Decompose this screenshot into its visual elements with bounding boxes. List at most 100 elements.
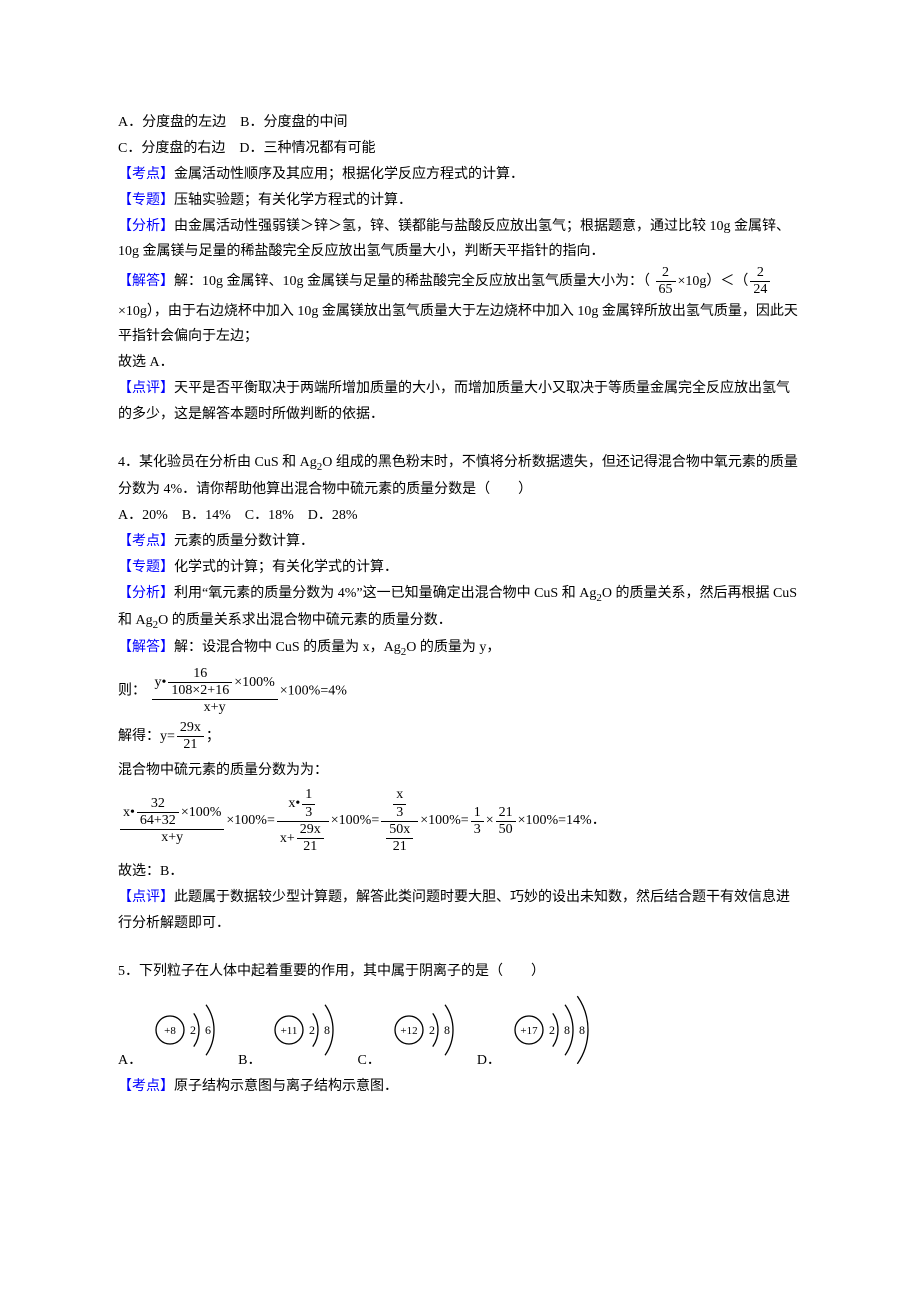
frac-den: 50x21	[381, 822, 418, 855]
option-label: A．	[118, 1048, 142, 1074]
eq-part: ×100%	[181, 805, 222, 820]
q5-kaodian: 【考点】原子结构示意图与离子结构示意图．	[118, 1074, 802, 1100]
q5-stem: 5．下列粒子在人体中起着重要的作用，其中属于阴离子的是（ ）	[118, 959, 802, 985]
frac-num: 29x	[177, 720, 204, 737]
frac-num: x•13	[277, 787, 329, 821]
svg-text:+12: +12	[400, 1025, 417, 1037]
jieda-text: O 的质量为 y，	[406, 640, 500, 655]
svg-text:6: 6	[205, 1023, 211, 1037]
eq-tail: ×100%=14%．	[518, 813, 606, 828]
frac-den: 3	[302, 805, 315, 821]
q4-fenxi: 【分析】利用“氧元素的质量分数为 4%”这一已知量确定出混合物中 CuS 和 A…	[118, 581, 802, 635]
svg-text:2: 2	[549, 1023, 555, 1037]
dianping-label: 【点评】	[118, 890, 174, 905]
fenxi-text: 由金属活动性强弱镁＞锌＞氢，锌、镁都能与盐酸反应放出氢气；根据题意，通过比较 1…	[118, 219, 790, 260]
frac-den: x+29x21	[277, 822, 329, 855]
eq-part: ×100%	[226, 813, 267, 828]
fraction-outer: x•13 x+29x21	[277, 787, 329, 854]
svg-text:+17: +17	[520, 1025, 538, 1037]
jieda-label: 【解答】	[118, 274, 174, 289]
q3-kaodian: 【考点】金属活动性顺序及其应用；根据化学反应方程式的计算．	[118, 162, 802, 188]
frac-num: 50x	[386, 822, 413, 839]
atom-diagram-icon: +1228	[385, 992, 471, 1074]
frac-num: 21	[496, 805, 516, 822]
atom-diagram-option: C．+1228	[357, 1053, 470, 1068]
zhuanti-text: 压轴实验题；有关化学方程式的计算．	[174, 193, 412, 208]
q4-jieda-lead: 【解答】解：设混合物中 CuS 的质量为 x，Ag2O 的质量为 y，	[118, 635, 802, 662]
frac-den: 50	[496, 822, 516, 838]
q3-conclusion: 故选 A．	[118, 350, 802, 376]
kaodian-text: 原子结构示意图与离子结构示意图．	[174, 1079, 398, 1094]
eq-part: x+	[280, 830, 295, 845]
dianping-text: 天平是否平衡取决于两端所增加质量的大小，而增加质量大小又取决于等质量金属完全反应…	[118, 381, 790, 422]
frac-den: 65	[656, 282, 676, 298]
fraction: 13	[471, 805, 484, 838]
svg-text:8: 8	[564, 1023, 570, 1037]
frac-den: x+y	[120, 830, 224, 846]
svg-text:2: 2	[429, 1023, 435, 1037]
kaodian-label: 【考点】	[118, 1079, 174, 1094]
atom-diagram-icon: +17288	[505, 992, 606, 1074]
q3-dianping: 【点评】天平是否平衡取决于两端所增加质量的大小，而增加质量大小又取决于等质量金属…	[118, 376, 802, 428]
fraction: 29x21	[177, 720, 204, 753]
svg-text:2: 2	[190, 1023, 196, 1037]
fraction-outer: x•3264+32×100% x+y	[120, 796, 224, 846]
frac-den: 21	[386, 839, 413, 855]
q3-option-line-1: A．分度盘的左边 B．分度盘的中间	[118, 110, 802, 136]
stem-part: 4．某化验员在分析由 CuS 和 Ag	[118, 455, 317, 470]
eq-part: ×100%	[420, 813, 461, 828]
kaodian-text: 金属活动性顺序及其应用；根据化学反应方程式的计算．	[174, 167, 524, 182]
atom-diagram-icon: +1128	[265, 992, 351, 1074]
atom-diagram-option: B．+1128	[238, 1053, 351, 1068]
option-label: B．	[238, 1048, 261, 1074]
frac-num: 29x	[297, 822, 324, 839]
frac-num: 2	[750, 265, 770, 282]
frac-den: 3	[393, 805, 406, 821]
fraction-outer: x3 50x21	[381, 787, 418, 854]
fraction: 265	[656, 265, 676, 298]
q4-equation-2: x•3264+32×100% x+y ×100%= x•13 x+29x21 ×…	[118, 787, 802, 854]
fraction: 2150	[496, 805, 516, 838]
eq-part: x•	[288, 796, 300, 811]
atom-diagram-icon: +8 26	[146, 992, 232, 1074]
svg-text:+11: +11	[281, 1025, 298, 1037]
fraction-inner: 50x21	[386, 822, 413, 855]
frac-den: 24	[750, 282, 770, 298]
eq-lead: 解得：	[118, 729, 160, 744]
dianping-label: 【点评】	[118, 381, 174, 396]
fenxi-label: 【分析】	[118, 219, 174, 234]
option-label: D．	[477, 1048, 501, 1074]
option-label: C．	[357, 1048, 380, 1074]
frac-num: x3	[381, 787, 418, 821]
eq-part: y•	[155, 675, 167, 690]
q4-zhuanti: 【专题】化学式的计算；有关化学式的计算．	[118, 555, 802, 581]
kaodian-label: 【考点】	[118, 167, 174, 182]
fraction-inner: 16108×2+16	[168, 666, 232, 699]
svg-text:8: 8	[579, 1023, 585, 1037]
zhuanti-label: 【专题】	[118, 560, 174, 575]
eq-tail: ；	[206, 729, 220, 744]
q3-zhuanti: 【专题】压轴实验题；有关化学方程式的计算．	[118, 188, 802, 214]
atom-diagram-option: D．+17288	[477, 1053, 606, 1068]
svg-text:2: 2	[309, 1023, 315, 1037]
zhuanti-label: 【专题】	[118, 193, 174, 208]
frac-num: x•3264+32×100%	[120, 796, 224, 830]
svg-text:+8: +8	[164, 1025, 176, 1037]
frac-num: 1	[302, 787, 315, 804]
eq-part: ×100%	[331, 813, 372, 828]
frac-num: 16	[168, 666, 232, 683]
q3-option-line-2: C．分度盘的右边 D．三种情况都有可能	[118, 136, 802, 162]
q4-conclusion: 故选：B．	[118, 859, 802, 885]
fenxi-text: O 的质量关系求出混合物中硫元素的质量分数．	[158, 613, 452, 628]
kaodian-label: 【考点】	[118, 534, 174, 549]
zhuanti-text: 化学式的计算；有关化学式的计算．	[174, 560, 398, 575]
q4-dianping: 【点评】此题属于数据较少型计算题，解答此类问题时要大胆、巧妙的设出未知数，然后结…	[118, 885, 802, 937]
eq-part: ×100%	[234, 675, 275, 690]
fraction: 224	[750, 265, 770, 298]
frac-den: 64+32	[137, 813, 179, 829]
q4-kaodian: 【考点】元素的质量分数计算．	[118, 529, 802, 555]
frac-num: 2	[656, 265, 676, 282]
atom-diagram-option: A．+826	[118, 1053, 232, 1068]
frac-num: y•16108×2+16×100%	[152, 666, 278, 700]
kaodian-text: 元素的质量分数计算．	[174, 534, 314, 549]
